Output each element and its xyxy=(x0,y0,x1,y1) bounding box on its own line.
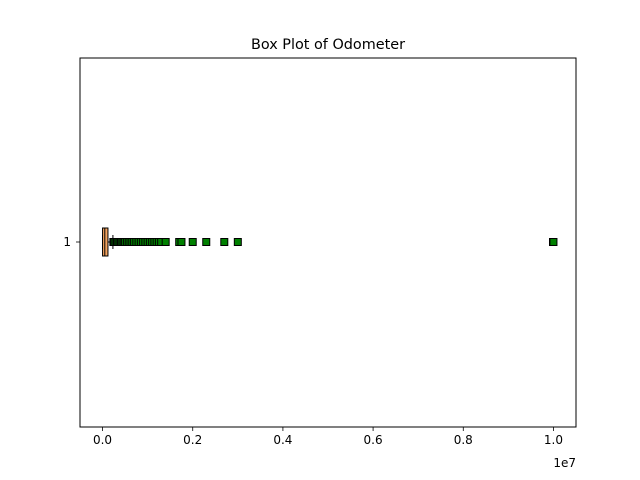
plot-area xyxy=(102,227,558,257)
x-tick-label: 0.4 xyxy=(273,433,292,447)
axes-frame xyxy=(79,57,577,428)
x-tick-label: 0.6 xyxy=(364,433,383,447)
outlier-point xyxy=(233,238,242,246)
outlier-point xyxy=(220,238,229,246)
chart-title: Box Plot of Odometer xyxy=(251,37,405,53)
y-axis: 1 xyxy=(63,235,80,249)
y-tick-label: 1 xyxy=(63,235,71,249)
outlier-point xyxy=(202,238,211,246)
outlier-point xyxy=(188,238,197,246)
x-tick-label: 0.0 xyxy=(93,433,112,447)
outlier-point xyxy=(161,238,170,246)
x-tick-label: 0.2 xyxy=(183,433,202,447)
outlier-point xyxy=(177,238,186,246)
x-tick-label: 1.0 xyxy=(544,433,563,447)
x-axis-scale-label: 1e7 xyxy=(553,456,576,470)
x-axis: 0.0 0.2 0.4 0.6 0.8 1.0 xyxy=(93,427,563,447)
x-tick-label: 0.8 xyxy=(454,433,473,447)
outlier-point xyxy=(549,238,558,246)
